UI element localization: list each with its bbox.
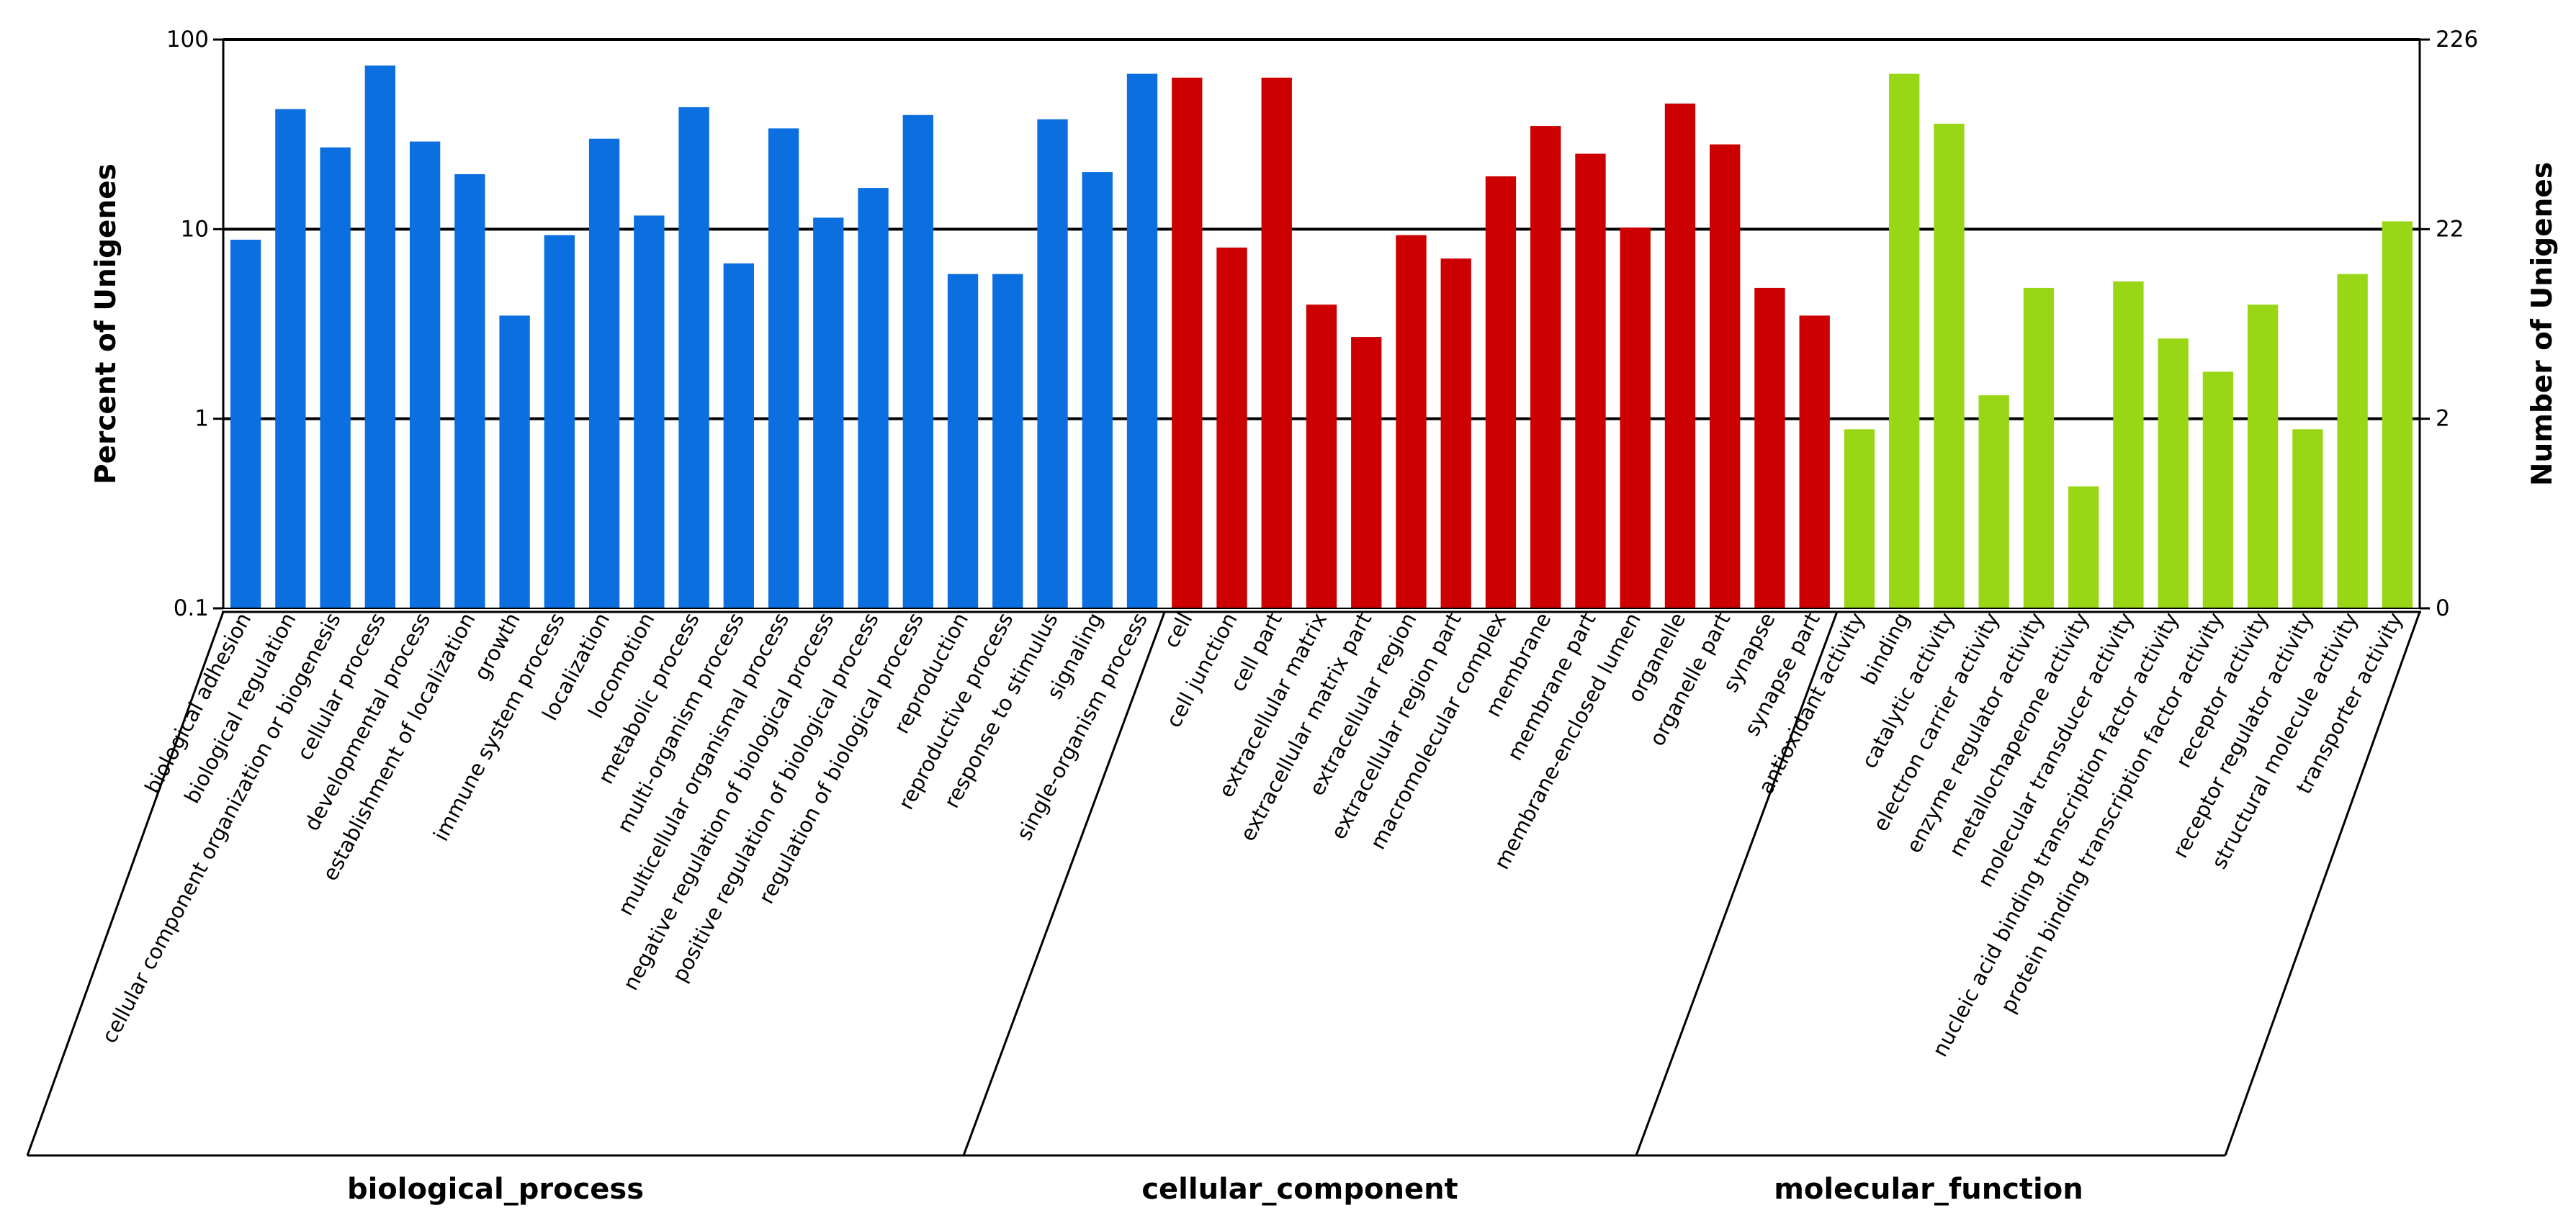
left-tick-label: 0.1 <box>174 595 209 621</box>
bar <box>230 239 261 609</box>
bar <box>1799 315 1830 608</box>
frame-separator <box>962 611 1166 1156</box>
bar <box>723 263 754 608</box>
bar <box>2292 429 2323 608</box>
bar <box>275 109 306 609</box>
bar <box>2158 338 2189 608</box>
bar <box>2337 274 2368 608</box>
bar <box>678 107 709 608</box>
bar <box>499 315 530 608</box>
bar <box>588 138 620 608</box>
bar <box>1082 172 1113 608</box>
bar <box>1440 258 1471 608</box>
bar <box>858 188 889 608</box>
bar <box>1710 144 1741 608</box>
bar <box>1754 287 1785 608</box>
bar <box>1485 176 1517 608</box>
bar <box>454 173 485 609</box>
bar <box>1306 305 1337 608</box>
bar <box>902 114 933 608</box>
bar <box>1889 73 1920 609</box>
axes <box>216 40 2427 609</box>
bars <box>230 65 2413 609</box>
bar <box>1037 119 1068 608</box>
bar <box>2068 486 2099 608</box>
right-tick-label: 22 <box>2436 216 2464 242</box>
bar <box>634 215 665 608</box>
bar <box>947 274 979 608</box>
y-axis-label-left: Percent of Unigenes <box>90 163 122 484</box>
right-tick-label: 0 <box>2436 595 2450 621</box>
bar <box>1575 153 1606 608</box>
group-frames <box>26 610 2421 1157</box>
bar <box>1664 103 1696 608</box>
bar <box>992 274 1023 608</box>
bar <box>1126 73 1158 609</box>
left-ticks: 0.1 1 10 100 <box>166 27 223 621</box>
left-tick-label: 100 <box>166 27 209 53</box>
bar <box>1351 337 1382 608</box>
bar <box>1172 77 1203 608</box>
bar <box>1396 235 1427 608</box>
bar <box>2113 281 2144 608</box>
frame-separator <box>26 611 225 1156</box>
bar <box>544 235 575 608</box>
bar <box>768 128 799 609</box>
bar <box>2382 221 2413 609</box>
right-tick-label: 226 <box>2436 27 2478 53</box>
bar <box>1620 227 1651 609</box>
bar <box>1844 429 1875 608</box>
bar <box>2202 371 2234 608</box>
bar <box>2247 305 2279 608</box>
group-label-molecular-function: molecular_function <box>1774 1173 2083 1206</box>
left-tick-label: 1 <box>194 406 209 432</box>
group-label-biological-process: biological_process <box>347 1173 644 1206</box>
y-axis-label-right: Number of Unigenes <box>2526 162 2559 486</box>
frame-separator <box>2224 611 2421 1156</box>
bar <box>320 147 351 609</box>
bar <box>1934 123 1965 609</box>
bar <box>364 65 396 609</box>
bar <box>1978 395 2009 608</box>
bar <box>813 217 844 608</box>
bar <box>409 141 441 608</box>
bar <box>1530 126 1561 609</box>
right-tick-label: 2 <box>2436 406 2450 432</box>
left-tick-label: 10 <box>181 216 209 242</box>
bar <box>1216 247 1247 608</box>
group-label-cellular-component: cellular_component <box>1141 1173 1458 1206</box>
frame-separator <box>1635 611 1839 1156</box>
bar <box>2023 287 2055 608</box>
bar <box>1261 77 1292 608</box>
group-labels: biological_process cellular_component mole… <box>347 1173 2083 1206</box>
